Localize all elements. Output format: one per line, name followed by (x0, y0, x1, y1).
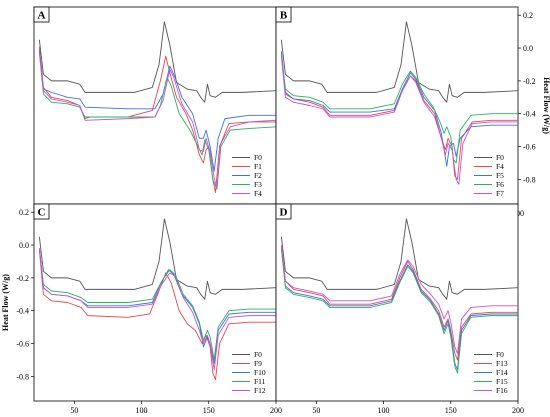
x-tick-label: 50 (70, 406, 78, 415)
legend-label: F0 (496, 153, 504, 162)
series-line-f7 (280, 56, 518, 185)
y-tick-label: 0.2 (19, 208, 29, 217)
legend-label: F0 (496, 350, 504, 359)
panel-letter-box (33, 6, 50, 23)
panel-letter-box (33, 203, 50, 220)
legend-label: F10 (254, 368, 266, 377)
panel-letter-box (275, 203, 292, 220)
y-tick-label: 0.0 (523, 44, 533, 53)
legend-label: F9 (254, 359, 262, 368)
y-tick-label: -0.4 (16, 307, 29, 316)
series-group (280, 218, 518, 374)
x-tick-label: 100 (378, 406, 390, 415)
panel-frame (33, 203, 277, 402)
series-group (38, 218, 276, 381)
panel-letter: D (280, 207, 288, 219)
panels-layer: AF0F1F2F3F4501001502000.20.0-0.2-0.4-0.6… (1, 6, 550, 415)
panel-frame (33, 6, 277, 205)
series-group (38, 21, 276, 193)
series-line-f0 (38, 218, 276, 300)
legend-label: F14 (496, 368, 508, 377)
legend-label: F13 (496, 359, 508, 368)
series-group (280, 21, 518, 185)
y-tick-label: 0.2 (523, 11, 533, 20)
y-tick-label: -0.4 (523, 110, 536, 119)
panel-letter: C (38, 207, 46, 219)
y-tick-label: -0.2 (523, 77, 536, 86)
x-tick-label: 100 (136, 406, 148, 415)
series-line-f4 (280, 54, 518, 180)
y-tick-label: -0.6 (523, 143, 536, 152)
legend-label: F3 (254, 180, 262, 189)
series-line-f15 (280, 248, 518, 374)
panel-frame (275, 203, 519, 402)
legend-label: F16 (496, 386, 508, 395)
legend-label: F11 (254, 377, 266, 386)
x-tick-label: 200 (512, 406, 524, 415)
y-tick-label: -0.6 (16, 340, 29, 349)
x-tick-label: 50 (312, 406, 320, 415)
series-line-f11 (38, 248, 276, 361)
legend-label: F12 (254, 386, 266, 395)
legend-label: F6 (496, 180, 504, 189)
x-tick-label: 150 (445, 406, 457, 415)
x-tick-label: 200 (270, 406, 282, 415)
series-line-f0 (38, 21, 276, 103)
x-tick-label: 150 (203, 406, 215, 415)
y-tick-label: 0.0 (19, 241, 29, 250)
legend-label: F1 (254, 162, 262, 171)
panel-c: 50 100 150 200 0.2 0.0 -0.2 -0.4 -0.6 -0.8 Heat Fl… (1, 203, 282, 415)
legend-label: F0 (254, 153, 262, 162)
series-line-f16 (280, 244, 518, 354)
series-line-f4 (38, 51, 276, 189)
series-line-f12 (38, 248, 276, 371)
series-line-f0 (280, 218, 518, 300)
legend-label: F0 (254, 350, 262, 359)
panel-letter: B (280, 10, 288, 22)
legend-label: F4 (496, 162, 504, 171)
panel-letter-box (275, 6, 292, 23)
y-tick-label: -0.8 (16, 372, 29, 381)
legend-label: F5 (496, 171, 504, 180)
series-line-f6 (280, 52, 518, 164)
series-line-f0 (280, 21, 518, 103)
y-axis-label: Heat Flow (W/g) (542, 77, 550, 134)
y-axis-label: Heat Flow (W/g) (1, 274, 10, 331)
series-line-f13 (280, 246, 518, 361)
series-line-f9 (38, 249, 276, 381)
legend-label: F4 (254, 189, 262, 198)
series-line-f2 (38, 49, 276, 172)
y-tick-label: -0.2 (16, 274, 29, 283)
legend-label: F15 (496, 377, 508, 386)
legend-label: F7 (496, 189, 504, 198)
y-tick-label: -0.8 (523, 175, 536, 184)
panel-letter: A (38, 10, 46, 22)
legend-label: F2 (254, 171, 262, 180)
